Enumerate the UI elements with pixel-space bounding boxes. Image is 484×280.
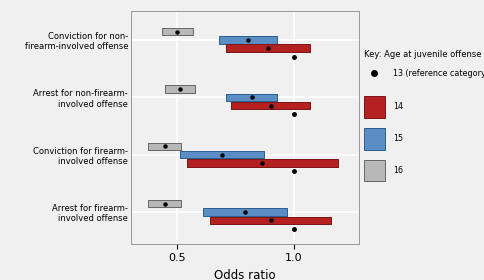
Text: 14: 14 <box>392 102 402 111</box>
FancyBboxPatch shape <box>363 96 384 118</box>
X-axis label: Odds ratio: Odds ratio <box>213 269 275 280</box>
Text: Key: Age at juvenile offense: Key: Age at juvenile offense <box>363 50 480 59</box>
FancyBboxPatch shape <box>363 160 384 181</box>
Text: 16: 16 <box>392 166 402 175</box>
Text: 13 (reference category): 13 (reference category) <box>392 69 484 78</box>
FancyBboxPatch shape <box>363 128 384 150</box>
Text: 15: 15 <box>392 134 402 143</box>
